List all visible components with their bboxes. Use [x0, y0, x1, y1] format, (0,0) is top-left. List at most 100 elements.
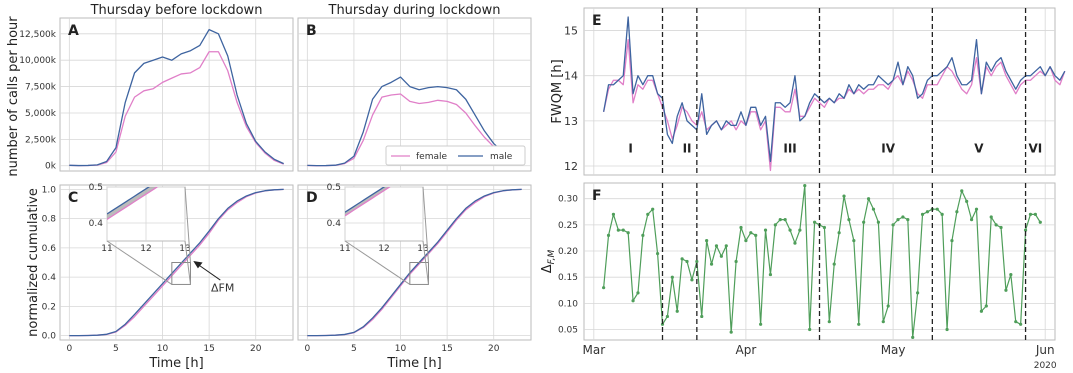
- x-tick-label: 5: [113, 344, 119, 354]
- series-female-line: [69, 51, 284, 167]
- data-point: [974, 207, 979, 211]
- data-point: [773, 223, 777, 227]
- zoom-box: [409, 262, 429, 285]
- inset-x-tick-label: 11: [339, 244, 350, 254]
- inset-x-tick-label: 12: [140, 244, 151, 254]
- data-point: [621, 228, 625, 232]
- x-tick-label: Mar: [582, 343, 605, 357]
- phase-label-i: I: [628, 141, 632, 155]
- data-point: [832, 262, 836, 266]
- data-point: [866, 197, 871, 201]
- y-tick-label: 1.0: [42, 185, 57, 195]
- data-point: [999, 225, 1003, 230]
- inset-y-tick-label: 0.5: [89, 183, 103, 193]
- data-point: [1033, 212, 1037, 216]
- y-tick-label: 0.10: [558, 299, 578, 309]
- data-point: [984, 304, 988, 308]
- data-point: [798, 228, 802, 232]
- inset-connector: [184, 186, 191, 263]
- data-point: [925, 210, 930, 214]
- x-tick-label: Apr: [736, 343, 757, 357]
- data-point: [950, 238, 954, 243]
- inset-connector: [106, 240, 173, 285]
- x-tick-label: 15: [441, 344, 452, 354]
- data-point: [729, 330, 733, 334]
- y-tick-label: 0.6: [42, 244, 57, 254]
- data-point: [626, 231, 630, 235]
- data-point: [891, 223, 895, 227]
- x-tick-label: Jun: [1035, 343, 1055, 357]
- x-tick-label: 20: [488, 344, 500, 354]
- x-tick-label: May: [881, 343, 906, 357]
- data-point: [955, 210, 959, 214]
- data-point: [739, 225, 743, 230]
- inset-lines: [345, 187, 391, 217]
- series-male-line: [69, 28, 284, 167]
- delta-fm-annotation: ΔFM: [211, 282, 234, 295]
- series-male-line: [307, 76, 522, 167]
- data-point: [1009, 272, 1013, 277]
- data-point: [862, 220, 866, 224]
- data-point: [631, 299, 635, 303]
- data-point: [655, 252, 660, 256]
- data-point: [945, 327, 949, 332]
- y-tick-label: 0.8: [42, 215, 57, 225]
- inset-y-tick-label: 0.5: [327, 183, 341, 193]
- data-point: [700, 314, 704, 319]
- y-tick-label: 10,000k: [19, 56, 56, 66]
- data-point: [759, 322, 763, 326]
- data-point: [881, 320, 885, 324]
- data-point: [803, 184, 807, 188]
- y-tick-label: 15: [564, 25, 578, 38]
- y-tick-label: 0.4: [42, 273, 57, 283]
- x-tick-label: 0: [304, 344, 310, 354]
- inset-x-tick-label: 11: [101, 244, 112, 254]
- data-point: [960, 189, 964, 193]
- data-point: [896, 218, 900, 222]
- y-tick-label: 0.20: [558, 247, 578, 257]
- inset-series-female-line: [107, 187, 159, 220]
- y-axis-label-c: normalized cumulative: [26, 188, 41, 337]
- data-point: [852, 238, 856, 243]
- data-point: [1019, 322, 1023, 326]
- data-point: [754, 233, 758, 237]
- data-point: [641, 233, 645, 237]
- data-point: [636, 291, 640, 295]
- data-point: [916, 291, 920, 295]
- data-point: [837, 231, 841, 235]
- data-point: [695, 259, 699, 264]
- data-point: [847, 218, 851, 222]
- phase-label-vi: VI: [1028, 141, 1042, 155]
- inset-lines: [107, 187, 159, 220]
- data-point: [778, 218, 782, 222]
- data-point: [920, 212, 925, 216]
- x-tick-label: 0: [66, 344, 72, 354]
- data-point: [709, 262, 714, 266]
- data-point: [749, 231, 753, 235]
- x-tick-sublabel: 2020: [1034, 361, 1057, 371]
- x-tick-label: 10: [157, 344, 169, 354]
- y-tick-label: 0.0: [42, 332, 57, 342]
- legend-box: [385, 145, 526, 166]
- data-point: [690, 278, 694, 282]
- data-point: [705, 238, 709, 243]
- data-point: [906, 218, 910, 222]
- data-point: [602, 286, 606, 290]
- data-point: [744, 238, 748, 243]
- panel-f-frame: [583, 182, 1056, 341]
- phase-label-ii: II: [683, 141, 692, 155]
- data-point: [871, 207, 876, 211]
- data-point: [1038, 220, 1042, 224]
- inset-connector: [344, 240, 411, 285]
- data-point: [719, 254, 723, 258]
- panel-a-frame: [59, 17, 294, 172]
- x-tick-label: 15: [203, 344, 214, 354]
- x-tick-label: 20: [250, 344, 262, 354]
- data-point: [611, 212, 616, 216]
- inset-series-male-line: [107, 187, 150, 215]
- data-point: [876, 220, 880, 224]
- y-axis-label-e: FWQM [h]: [550, 59, 565, 123]
- data-point: [793, 241, 797, 245]
- data-point: [812, 220, 817, 224]
- data-point: [646, 212, 650, 216]
